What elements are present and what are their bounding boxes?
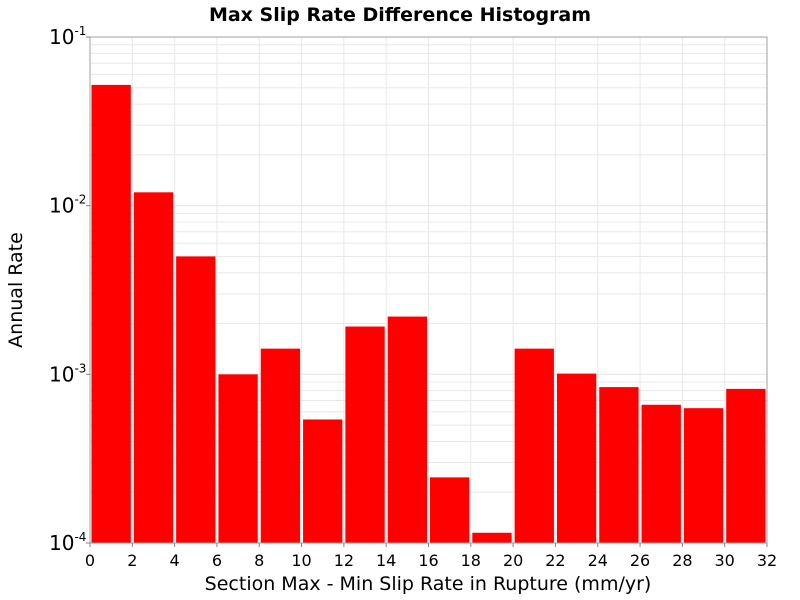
x-tick-label: 18 bbox=[461, 551, 481, 570]
bar-7 bbox=[387, 316, 427, 543]
x-tick-label: 30 bbox=[715, 551, 735, 570]
x-tick-label: 10 bbox=[291, 551, 311, 570]
x-tick-label: 4 bbox=[170, 551, 180, 570]
x-tick-label: 2 bbox=[127, 551, 137, 570]
bar-12 bbox=[599, 387, 639, 543]
y-axis-label: Annual Rate bbox=[5, 232, 27, 348]
x-tick-label: 32 bbox=[757, 551, 777, 570]
bar-0 bbox=[91, 84, 131, 544]
y-tick-label: 10-2 bbox=[49, 193, 86, 218]
chart-title: Max Slip Rate Difference Histogram bbox=[209, 4, 591, 26]
x-tick-label: 14 bbox=[376, 551, 396, 570]
x-axis-ticks: 0 2 4 6 8 10 12 14 16 18 20 22 24 26 28 30 32 bbox=[85, 543, 777, 570]
x-tick-label: 6 bbox=[212, 551, 222, 570]
x-tick-label: 28 bbox=[672, 551, 692, 570]
bar-3 bbox=[218, 374, 258, 543]
bar-13 bbox=[641, 404, 681, 543]
x-tick-label: 20 bbox=[503, 551, 523, 570]
bar-10 bbox=[514, 348, 554, 543]
bar-1 bbox=[133, 192, 174, 543]
x-tick-label: 0 bbox=[85, 551, 95, 570]
y-tick-label: 10-4 bbox=[49, 530, 86, 555]
bar-6 bbox=[345, 326, 385, 543]
bar-9 bbox=[472, 532, 512, 543]
bar-8 bbox=[430, 477, 470, 543]
x-tick-label: 22 bbox=[545, 551, 565, 570]
y-axis-ticks: 10-4 10-3 10-2 10-1 bbox=[49, 24, 90, 555]
bars-group bbox=[91, 84, 766, 544]
x-tick-label: 12 bbox=[334, 551, 354, 570]
bar-14 bbox=[683, 408, 724, 543]
bar-15 bbox=[726, 388, 766, 543]
bar-5 bbox=[303, 419, 343, 543]
bar-11 bbox=[556, 373, 597, 543]
x-tick-label: 26 bbox=[630, 551, 650, 570]
bar-2 bbox=[176, 256, 216, 543]
x-tick-label: 16 bbox=[418, 551, 438, 570]
x-axis-label: Section Max - Min Slip Rate in Rupture (… bbox=[205, 573, 652, 595]
x-tick-label: 8 bbox=[254, 551, 264, 570]
x-tick-label: 24 bbox=[588, 551, 608, 570]
bar-4 bbox=[260, 348, 301, 543]
y-tick-label: 10-3 bbox=[49, 361, 86, 386]
y-tick-label: 10-1 bbox=[49, 24, 86, 49]
